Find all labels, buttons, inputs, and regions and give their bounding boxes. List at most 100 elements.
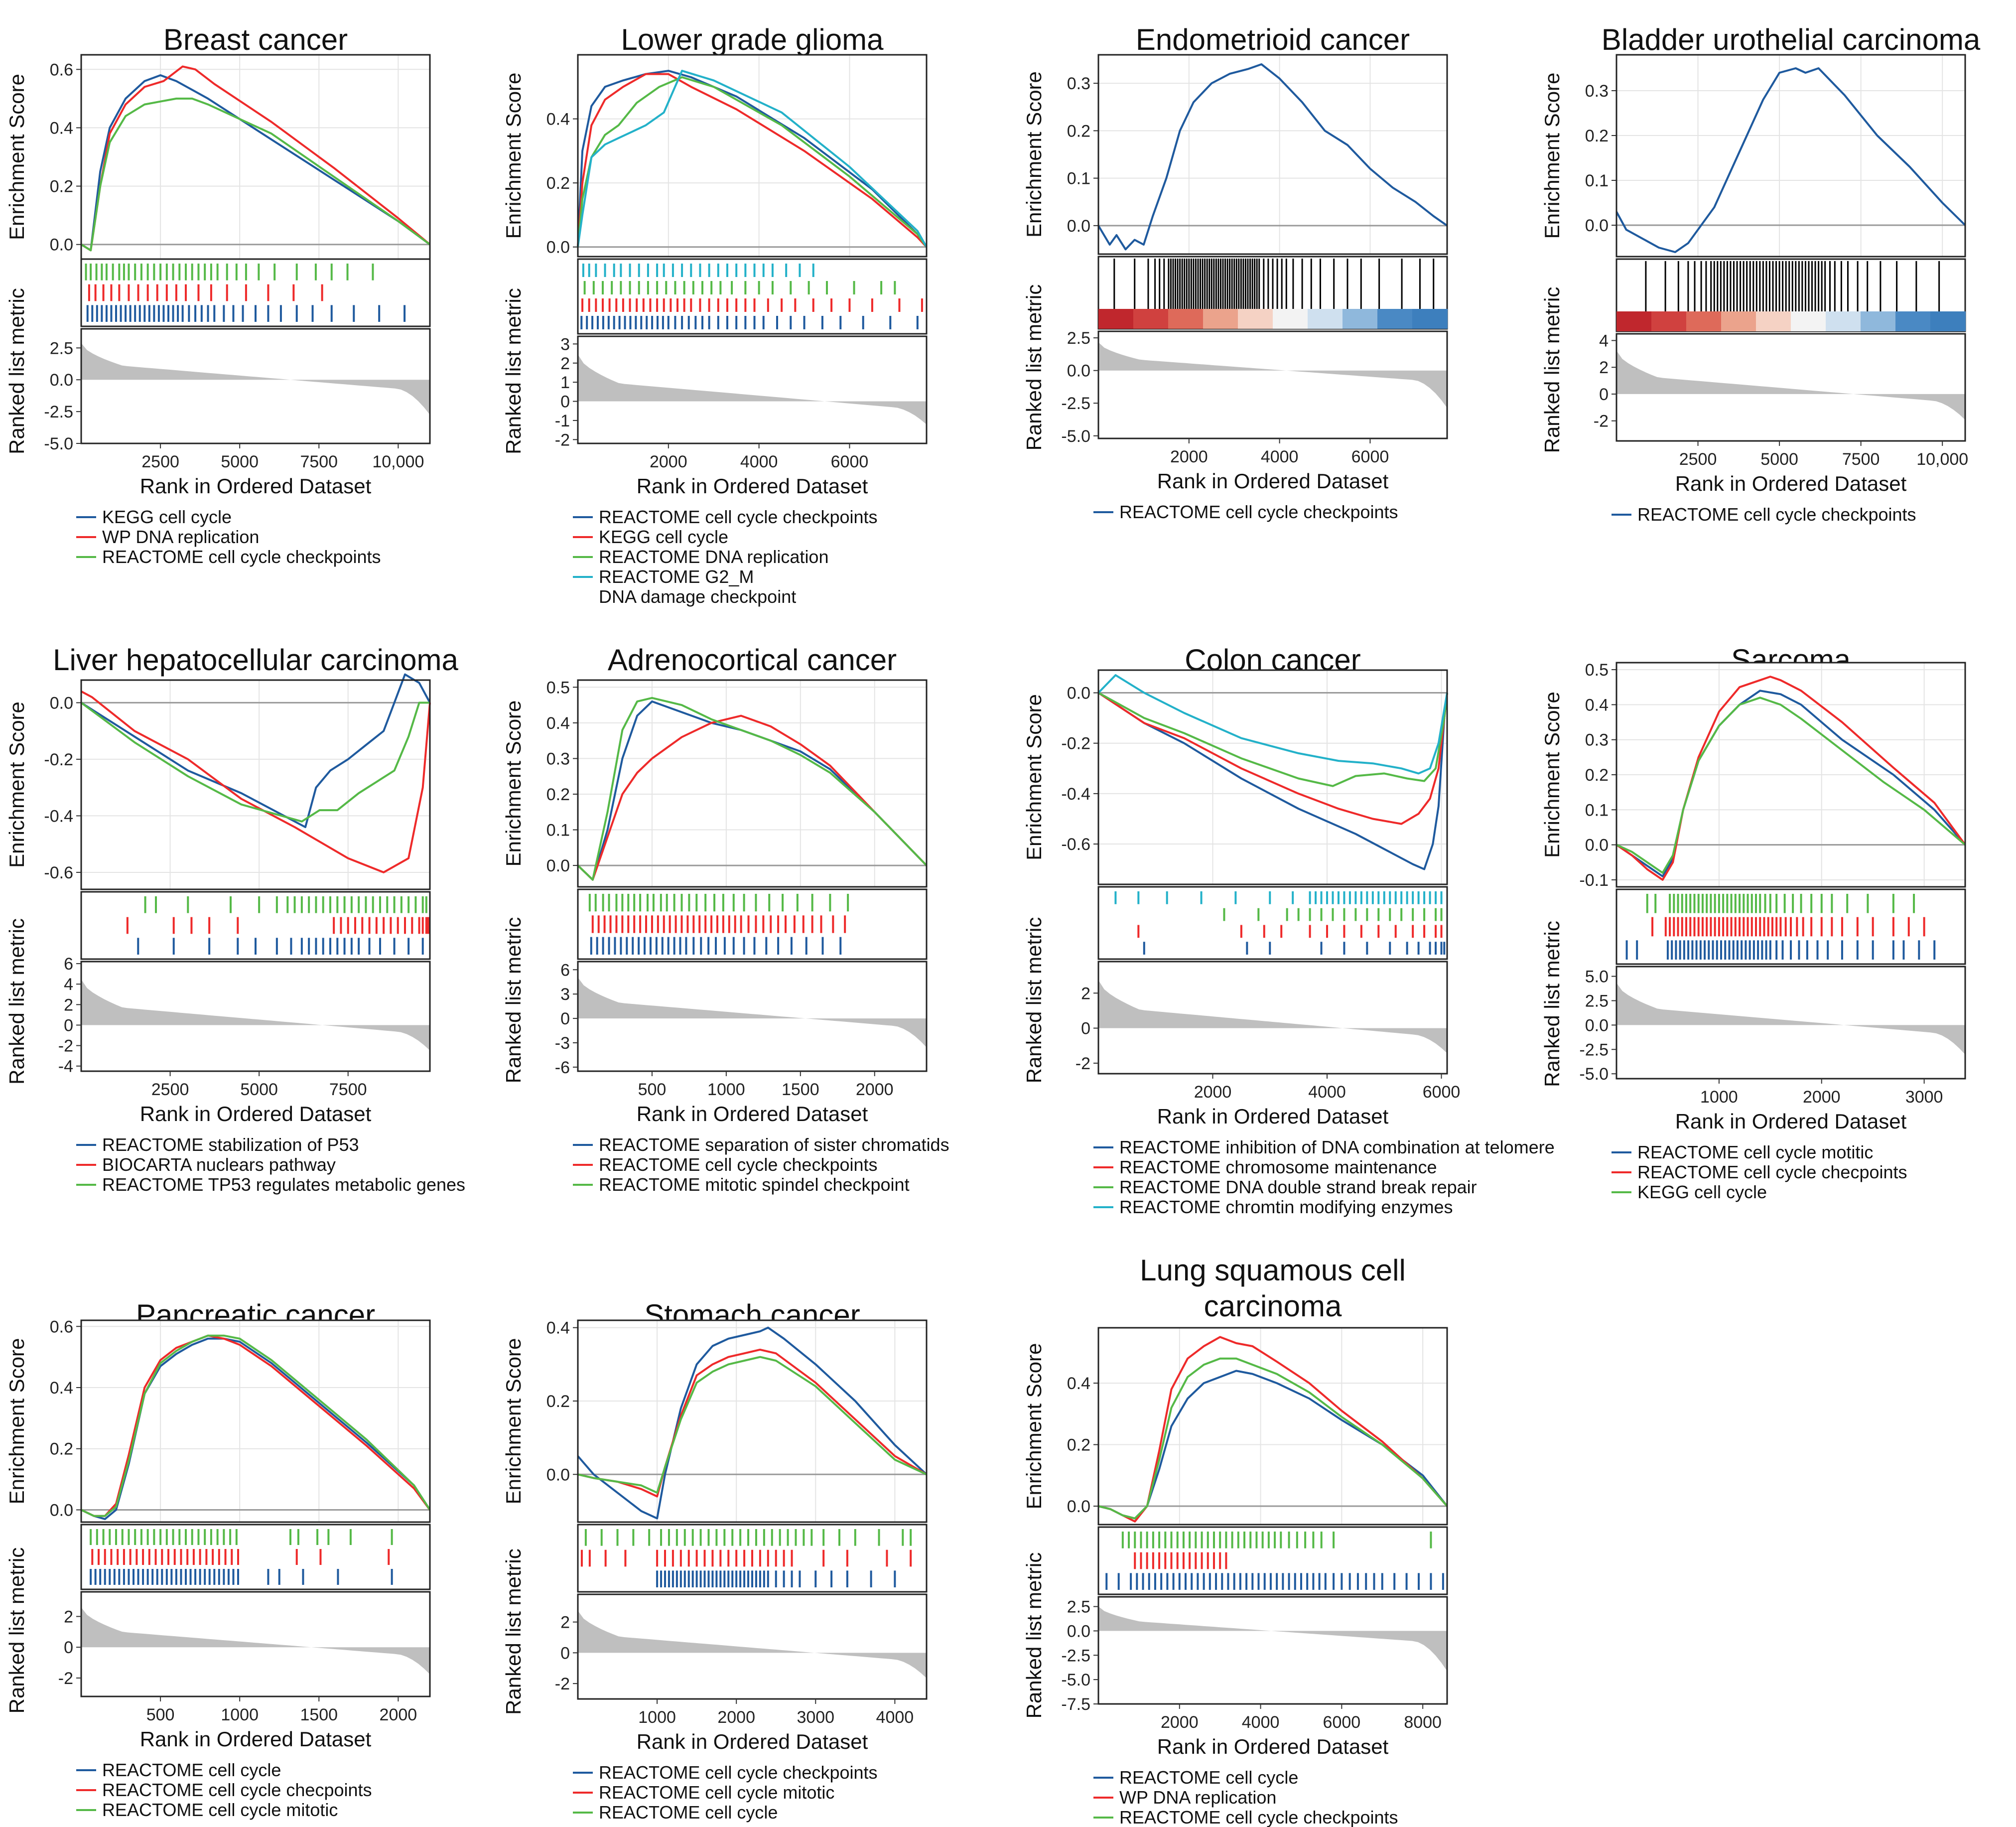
x-axis-label: Rank in Ordered Dataset <box>1157 1105 1389 1128</box>
x-tick-label: 5000 <box>221 452 259 471</box>
es-tick-label: -0.1 <box>1579 871 1609 890</box>
legend-label: REACTOME cell cycle <box>1119 1767 1298 1788</box>
chart-title: Lung squamous cell <box>1140 1254 1406 1287</box>
x-tick-label: 3000 <box>1905 1088 1943 1107</box>
legend-label: REACTOME cell cycle <box>102 1760 281 1780</box>
hit-frame <box>1097 1526 1448 1595</box>
x-tick-label: 1500 <box>300 1705 338 1724</box>
x-axis-label: Rank in Ordered Dataset <box>1675 1110 1907 1133</box>
x-tick-label: 4000 <box>740 452 778 471</box>
legend-label: REACTOME inhibition of DNA combination a… <box>1119 1137 1555 1157</box>
rlm-axis-label: Ranked list metric <box>5 1547 28 1714</box>
es-tick-label: 0.0 <box>1067 1497 1090 1516</box>
rlm-metric-area <box>578 1610 927 1679</box>
rank-heat-segment <box>1203 309 1238 329</box>
es-frame <box>1097 54 1448 255</box>
rlm-axis-label: Ranked list metric <box>1540 287 1564 453</box>
es-plot-area <box>578 55 927 257</box>
es-tick-label: 0.0 <box>1067 217 1090 236</box>
es-frame <box>1097 1327 1448 1526</box>
rlm-metric-area <box>1098 342 1447 408</box>
es-tick-label: 0.2 <box>1067 1436 1090 1455</box>
rank-heat-segment <box>1238 309 1273 329</box>
rlm-metric-area <box>1098 980 1447 1053</box>
rlm-tick-label: 2 <box>560 1613 570 1632</box>
rlm-tick-label: 2 <box>560 354 570 373</box>
x-tick-label: 6000 <box>831 452 869 471</box>
es-tick-label: 0.0 <box>1585 836 1609 855</box>
legend-label: REACTOME DNA replication <box>599 547 828 567</box>
x-tick-label: 1500 <box>782 1080 819 1099</box>
rlm-tick-label: 0 <box>1599 385 1609 404</box>
es-series-line-2 <box>1098 1336 1448 1523</box>
x-tick-label: 7500 <box>329 1080 367 1099</box>
rank-heat-segment <box>1756 311 1791 331</box>
chart-title: Bladder urothelial carcinoma <box>1602 23 1981 56</box>
rlm-frame <box>577 1593 928 1700</box>
rlm-tick-label: -2.5 <box>1061 394 1090 413</box>
rlm-axis-label: Ranked list metric <box>1022 1552 1046 1719</box>
x-tick-label: 2000 <box>1161 1713 1199 1732</box>
rlm-axis-label: Ranked list metric <box>5 918 28 1085</box>
rank-heat-segment <box>1098 309 1134 329</box>
es-tick-label: 0.4 <box>1585 696 1609 714</box>
rlm-frame <box>1097 961 1448 1075</box>
es-series-line-1 <box>577 700 928 881</box>
es-tick-label: 0.2 <box>546 1392 570 1411</box>
chart-title: Endometrioid cancer <box>1136 23 1410 56</box>
x-tick-label: 7500 <box>300 452 338 471</box>
es-series-line-1 <box>1615 67 1966 253</box>
x-tick-label: 4000 <box>1308 1083 1346 1102</box>
rlm-tick-label: -2 <box>58 1669 73 1688</box>
es-plot-area <box>1616 55 1965 257</box>
es-axis-label: Enrichment Score <box>502 701 525 867</box>
rlm-tick-label: -3 <box>555 1034 570 1053</box>
es-series-line-2 <box>81 690 431 873</box>
gsea-panel-2: Lower grade glioma 0.0 0.2 0.4 Enrichment Sc… <box>502 23 928 607</box>
es-tick-label: 0.0 <box>1585 216 1609 235</box>
hit-frame <box>80 1524 431 1590</box>
rlm-tick-label: -2 <box>555 430 570 449</box>
rlm-tick-label: -2 <box>58 1037 73 1056</box>
x-tick-label: 1000 <box>638 1708 676 1727</box>
es-axis-label: Enrichment Score <box>1540 692 1564 858</box>
legend-label: REACTOME cell cycle checkpoints <box>102 547 381 567</box>
es-tick-label: 0.4 <box>50 1379 73 1398</box>
x-tick-label: 3000 <box>797 1708 834 1727</box>
rlm-tick-label: 2 <box>1081 984 1090 1003</box>
rlm-tick-label: 2 <box>64 995 73 1014</box>
x-tick-label: 6000 <box>1423 1083 1461 1102</box>
rlm-tick-label: -2.5 <box>1061 1646 1090 1665</box>
rlm-metric-area <box>81 343 430 415</box>
rlm-tick-label: 0 <box>560 1644 570 1663</box>
es-series-line-1 <box>1097 692 1448 870</box>
es-tick-label: 0.0 <box>50 694 73 712</box>
rlm-tick-label: 3 <box>560 335 570 354</box>
es-series-line-3 <box>1098 692 1448 787</box>
legend-label: BIOCARTA nuclears pathway <box>102 1154 336 1175</box>
x-tick-label: 2500 <box>141 452 179 471</box>
x-tick-label: 5000 <box>240 1080 278 1099</box>
es-axis-label: Enrichment Score <box>5 74 28 240</box>
rlm-plot-area <box>1098 1597 1447 1704</box>
es-series-line-4 <box>577 70 928 248</box>
es-tick-label: 0.5 <box>1585 661 1609 680</box>
rank-heat-segment <box>1895 311 1931 331</box>
x-tick-label: 5000 <box>1760 450 1798 469</box>
legend-label: REACTOME cell cycle checpoints <box>1637 1162 1907 1182</box>
es-series-line-2 <box>577 714 928 881</box>
rank-heat-segment <box>1273 309 1308 329</box>
es-tick-label: 0.4 <box>546 1319 570 1338</box>
legend-label: REACTOME mitotic spindel checkpoint <box>599 1174 910 1195</box>
es-tick-label: -0.6 <box>1061 835 1090 854</box>
x-tick-label: 4000 <box>1261 447 1299 466</box>
x-tick-label: 2500 <box>151 1080 189 1099</box>
es-plot-area <box>1098 670 1447 884</box>
legend-label: WP DNA replication <box>1119 1787 1276 1808</box>
es-tick-label: 0.0 <box>546 1465 570 1484</box>
gsea-panel-5: Liver hepatocellular carcinoma 0.0 -0.2 -0.… <box>5 643 465 1195</box>
es-axis-label: Enrichment Score <box>5 1338 28 1505</box>
es-frame <box>1097 669 1448 885</box>
